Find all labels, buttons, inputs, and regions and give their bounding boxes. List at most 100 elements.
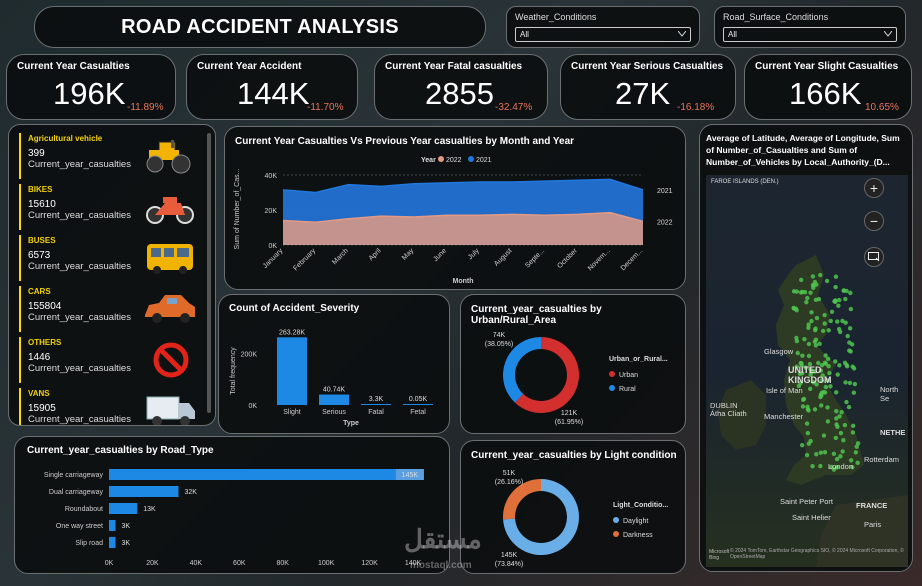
map-point [825, 378, 831, 383]
vehicle-type-panel: Agricultural vehicle 399 Current_year_ca… [8, 124, 216, 426]
legend-label: 2021 [476, 157, 492, 164]
severity-chart: 0K 200K Total frequency 263.28K Slight 40.74K… [230, 329, 433, 427]
map-point [801, 396, 807, 402]
data-label-bg [395, 469, 424, 480]
x-tick-label: August [493, 247, 513, 267]
map-point [799, 361, 804, 366]
map-point [836, 303, 841, 308]
map-point [834, 456, 840, 462]
y-tick-label: 40K [265, 173, 278, 180]
map-select-button[interactable] [864, 247, 884, 267]
vehicle-label: Current_year_casualties [28, 261, 131, 272]
map-point [831, 451, 837, 457]
map-point [833, 390, 839, 395]
slice-percent-label: (73.84%) [495, 561, 523, 568]
kpi-accident: Current Year Accident 144K -11.70% [186, 54, 358, 120]
map-point [816, 360, 821, 366]
kpi-value: 27K [615, 76, 671, 111]
road-type-bar [109, 503, 138, 514]
donut-slice-darkness [503, 479, 541, 520]
map-point [821, 433, 827, 438]
map-label: Saint Peter Port [780, 497, 833, 506]
map-canvas[interactable]: FAROE ISLANDS (DEN.) Glasgow UNITED KING… [706, 175, 908, 567]
y-axis-label: Total frequency [230, 347, 237, 395]
weather-slicer[interactable]: Weather_Conditions All [506, 6, 700, 48]
map-point [818, 450, 824, 455]
map-point [806, 325, 811, 331]
ireland-shape [718, 380, 766, 450]
chart-title: Count of Accident_Severity [229, 303, 360, 314]
map-point [841, 438, 846, 443]
car-icon [145, 295, 195, 323]
legend-label: Daylight [623, 518, 648, 525]
vehicle-label: Current_year_casualties [28, 159, 131, 170]
severity-bar [361, 404, 391, 405]
map-point [823, 384, 829, 390]
data-label: 145K [402, 472, 419, 479]
watermark-logo: مستقل [404, 524, 482, 554]
x-axis-label: Month [453, 278, 474, 285]
scrollbar[interactable] [207, 133, 211, 413]
map-point [836, 326, 842, 332]
legend-title: Year [421, 157, 436, 164]
map-point [840, 318, 845, 324]
map-label: Saint Helier [792, 513, 831, 522]
map-point [805, 295, 810, 301]
map-point [805, 430, 811, 436]
x-tick-label: June [432, 247, 448, 263]
map-point [843, 380, 848, 385]
map-point [809, 310, 814, 315]
france-shape [816, 495, 908, 567]
chart-title: Current_year_casualties by Urban/Rural_A… [471, 304, 602, 326]
road-surface-slicer[interactable]: Road_Surface_Conditions All [714, 6, 906, 48]
vehicle-label: Current_year_casualties [28, 414, 131, 425]
severity-bar [403, 404, 433, 405]
map-point [844, 362, 849, 368]
map-point [800, 371, 805, 376]
vehicle-name: BUSES [28, 236, 56, 245]
area-series-2022 [283, 212, 643, 245]
map-point [806, 322, 811, 327]
x-tick-label: Fatal [368, 409, 384, 416]
light-condition-card: Current_year_casualties by Light conditi… [460, 440, 686, 574]
kpi-slight: Current Year Slight Casualties 166K 10.6… [744, 54, 912, 120]
weather-dropdown[interactable]: All [515, 27, 691, 42]
legend-label: Rural [619, 386, 636, 393]
map-point [819, 362, 825, 368]
map-point [826, 364, 831, 369]
map-point [829, 309, 835, 314]
slice-percent-label: (61.95%) [555, 419, 583, 426]
zoom-out-button[interactable]: − [864, 211, 884, 231]
donut-slice-urban [514, 337, 579, 413]
vehicle-row: Agricultural vehicle 399 Current_year_ca… [19, 131, 199, 181]
vehicle-label: Current_year_casualties [28, 363, 131, 374]
vehicle-value: 15905 [28, 403, 56, 414]
area-chart-card: Current Year Casualties Vs Previous Year… [224, 126, 686, 290]
map-point [850, 464, 855, 470]
road-type-bar [109, 486, 179, 497]
map-point [837, 414, 842, 419]
map-point [809, 369, 814, 375]
kpi-percent: 10.65% [865, 102, 899, 113]
map-label: DUBLIN [710, 401, 738, 410]
legend-title: Urban_or_Rural... [609, 356, 668, 363]
kpi-fatal: Current Year Fatal casualties 2855 -32.4… [374, 54, 548, 120]
map-card: Average of Latitude, Average of Longitud… [699, 124, 913, 572]
map-point [811, 380, 816, 385]
map-point [794, 338, 800, 344]
kpi-title: Current Year Serious Casualties [571, 61, 724, 72]
x-tick-label: 100K [318, 560, 335, 567]
map-point [818, 368, 824, 373]
vehicle-row: VANS 15905 Current_year_casualties [19, 386, 199, 425]
slice-percent-label: (26.16%) [495, 479, 523, 486]
x-tick-label: March [331, 247, 350, 266]
line-series-2021 [282, 178, 644, 194]
slice-value-label: 145K [501, 552, 518, 559]
road-surface-dropdown[interactable]: All [723, 27, 897, 42]
map-point [820, 328, 826, 334]
map-point [818, 394, 823, 400]
map-point [794, 289, 799, 294]
kpi-value: 196K [53, 76, 126, 111]
map-point [819, 403, 824, 408]
zoom-in-button[interactable]: + [864, 178, 884, 198]
